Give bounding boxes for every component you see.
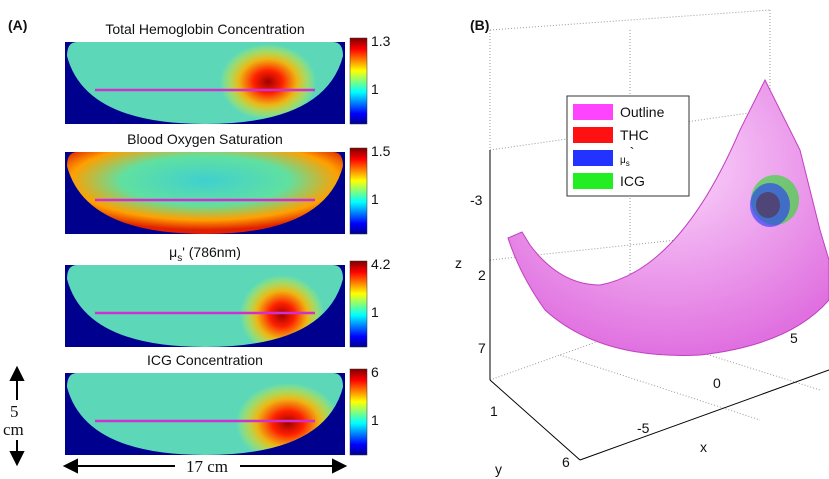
legend-label: THC bbox=[620, 127, 649, 143]
colorbar-mid-label: 1 bbox=[371, 304, 379, 320]
legend-subscript: s bbox=[626, 159, 630, 168]
z-axis-label: z bbox=[455, 255, 462, 271]
map-title: ICG Concentration bbox=[147, 352, 263, 368]
title-symbol: μ bbox=[169, 244, 177, 260]
legend-swatch bbox=[573, 173, 613, 189]
scale-horizontal: 17 cm bbox=[186, 457, 228, 476]
panel-label: (B) bbox=[470, 17, 489, 33]
colorbar bbox=[349, 260, 368, 348]
x-axis-label: x bbox=[700, 439, 707, 455]
hot-spot bbox=[220, 44, 316, 120]
y-axis-label: y bbox=[495, 461, 502, 477]
z-tick-label: 2 bbox=[478, 267, 486, 283]
colorbar-top-label: 1.3 bbox=[371, 33, 391, 49]
title-rest: ' (786nm) bbox=[182, 244, 241, 260]
legend-symbol: μ bbox=[620, 155, 626, 166]
outline-surface bbox=[507, 78, 829, 356]
colorbar-mid-label: 1 bbox=[371, 412, 379, 428]
legend-label: μs` bbox=[620, 144, 634, 168]
legend-suffix: ` bbox=[630, 144, 635, 160]
y-tick-label: 6 bbox=[562, 454, 570, 470]
map-title: Total Hemoglobin Concentration bbox=[105, 21, 304, 37]
x-tick-label: 5 bbox=[790, 330, 798, 346]
z-tick-label: 7 bbox=[478, 340, 486, 356]
title-subscript: s bbox=[177, 253, 182, 264]
scale-vertical-value: 5 bbox=[10, 402, 19, 421]
colorbar-mid-label: 1 bbox=[371, 191, 379, 207]
panel-a: (A) Total Hemoglobin Concentration 1.3 1 Bl… bbox=[8, 17, 391, 456]
legend-label: ICG bbox=[620, 173, 645, 189]
axes bbox=[489, 150, 829, 461]
legend-swatch bbox=[573, 127, 613, 143]
z-tick-label: -3 bbox=[470, 192, 483, 208]
colorbar-top-label: 4.2 bbox=[371, 256, 391, 272]
colorbar-top-label: 1.5 bbox=[371, 143, 391, 159]
scale-vertical-unit: cm bbox=[3, 420, 24, 439]
panel-label: (A) bbox=[8, 17, 27, 33]
x-tick-label: 0 bbox=[713, 375, 721, 391]
scale-bars: 5 cm 17 cm bbox=[3, 365, 348, 476]
x-tick-label: -5 bbox=[637, 420, 650, 436]
map-title: Blood Oxygen Saturation bbox=[127, 131, 283, 147]
colorbar bbox=[349, 147, 368, 235]
thc-blob bbox=[756, 192, 780, 218]
legend-label: Outline bbox=[620, 104, 665, 120]
y-tick-label: 1 bbox=[490, 403, 498, 419]
colorbar-mid-label: 1 bbox=[371, 81, 379, 97]
legend-swatch bbox=[573, 150, 613, 166]
colorbar bbox=[349, 368, 368, 456]
map-title: μs' (786nm) bbox=[169, 244, 241, 264]
colorbar-top-label: 6 bbox=[371, 364, 379, 380]
colorbar bbox=[349, 37, 368, 125]
legend-swatch bbox=[573, 104, 613, 120]
